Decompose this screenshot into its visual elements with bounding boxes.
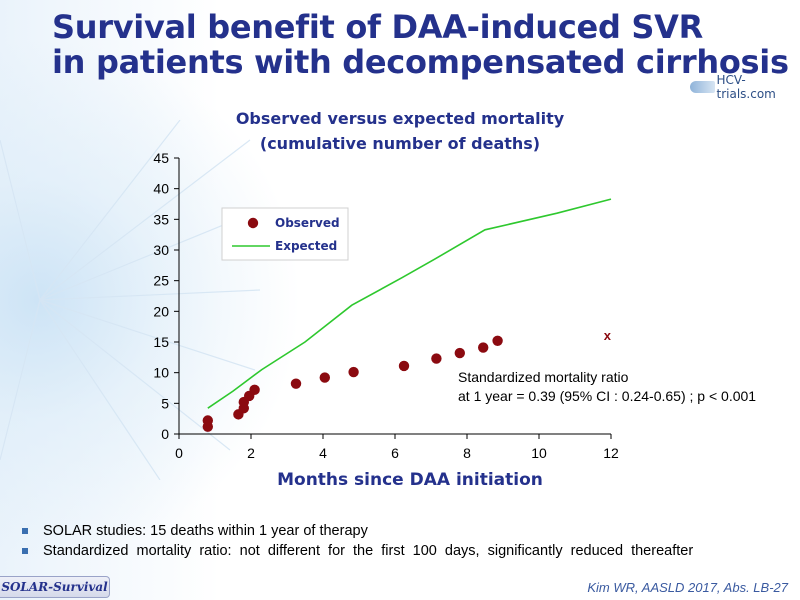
slide-title-line2: in patients with decompensated cirrhosis — [52, 43, 789, 81]
legend-observed-label: Observed — [275, 216, 340, 230]
y-tick-label: 40 — [153, 181, 169, 197]
observed-point — [454, 347, 465, 359]
observed-point — [290, 378, 302, 389]
observed-point — [202, 415, 213, 426]
y-tick-label: 30 — [153, 242, 169, 258]
y-tick-label: 15 — [153, 334, 169, 350]
observed-point — [319, 372, 330, 383]
observed-point — [478, 342, 489, 353]
y-tick-label: 5 — [161, 395, 169, 411]
citation: Kim WR, AASLD 2017, Abs. LB-27 — [587, 580, 788, 595]
observed-point — [431, 353, 442, 364]
slide-title-line1: Survival benefit of DAA-induced SVR — [52, 8, 703, 46]
logo-mark-icon — [690, 81, 715, 93]
observed-point — [398, 360, 410, 372]
bullet-square-icon — [22, 528, 28, 534]
bullet-list: SOLAR studies: 15 deaths within 1 year o… — [22, 521, 693, 561]
observed-point — [492, 335, 503, 346]
chart-axes: 0 5 10 15 20 25 30 35 40 45 0 2 4 6 8 10 12 — [153, 150, 619, 461]
smr-annotation-line1: Standardized mortality ratio — [458, 369, 629, 385]
x-tick-label: 2 — [247, 445, 255, 461]
x-tick-label: 6 — [391, 445, 399, 461]
slide-title: Survival benefit of DAA-induced SVR in p… — [52, 10, 789, 80]
y-tick-label: 45 — [153, 150, 169, 166]
x-tick-label: 10 — [531, 445, 547, 461]
chart-title-line1: Observed versus expected mortality — [235, 109, 565, 128]
x-axis-label: Months since DAA initiation — [277, 470, 543, 490]
smr-annotation: Standardized mortality ratio at 1 year =… — [458, 368, 756, 406]
bullet-text: SOLAR studies: 15 deaths within 1 year o… — [43, 523, 368, 539]
chart-legend: Observed Expected — [221, 207, 349, 261]
x-tick-label: 12 — [603, 445, 619, 461]
legend-box — [221, 207, 349, 261]
chart-title-line2: (cumulative number of deaths) — [259, 134, 541, 153]
legend-expected-label: Expected — [275, 239, 337, 253]
x-tick-label: 0 — [175, 445, 183, 461]
hcv-trials-logo: HCV-trials.com — [690, 73, 800, 101]
legend-observed-marker — [247, 217, 259, 229]
smr-annotation-line2: at 1 year = 0.39 (95% CI : 0.24-0.65) ; … — [458, 388, 757, 404]
expected-series-line — [207, 198, 612, 409]
y-tick-label: 25 — [153, 273, 169, 289]
decorative-rays — [0, 120, 260, 480]
y-tick-label: 10 — [153, 365, 169, 381]
x-tick-label: 8 — [463, 445, 471, 461]
bullet-item: SOLAR studies: 15 deaths within 1 year o… — [22, 521, 693, 541]
y-tick-label: 35 — [153, 211, 169, 227]
observed-point — [249, 384, 260, 396]
chart-title: Observed versus expected mortality (cumu… — [180, 106, 620, 156]
bullet-text: Standardized mortality ratio: not differ… — [43, 543, 694, 559]
chart-plot-area: x — [202, 198, 612, 432]
study-tag: SOLAR-Survival — [0, 576, 110, 598]
logo-text: HCV-trials.com — [716, 73, 776, 101]
x-tick-label: 4 — [319, 445, 327, 461]
y-tick-label: 0 — [161, 426, 169, 442]
bullet-square-icon — [22, 548, 28, 554]
annotation-mark: x — [604, 328, 612, 343]
bullet-item: Standardized mortality ratio: not differ… — [22, 541, 693, 561]
observed-point — [348, 366, 359, 378]
y-tick-label: 20 — [153, 303, 169, 319]
